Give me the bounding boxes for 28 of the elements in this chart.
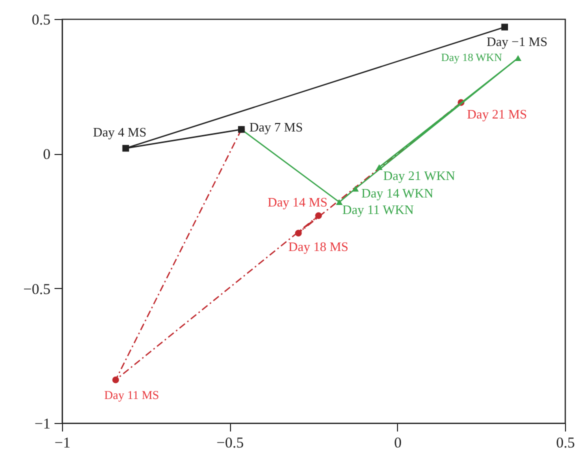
x-tick-label: 0.5: [556, 436, 575, 452]
y-tick-label: 0: [43, 147, 50, 164]
y-tick-label: −1: [34, 416, 50, 432]
annotation: Day 14 WKN: [361, 186, 434, 201]
annotation: Day 18 MS: [288, 239, 348, 254]
annotation: Day 21 MS: [467, 106, 527, 122]
point: [352, 186, 359, 192]
annotation: Day 4 MS: [92, 124, 146, 140]
annotation: Day 11 WKN: [342, 202, 414, 218]
point: [112, 376, 120, 384]
point: [122, 144, 130, 152]
point: [295, 230, 302, 236]
x-tick-label: −0.5: [216, 436, 244, 452]
annotation: Day 11 MS: [104, 388, 160, 402]
point: [501, 24, 508, 30]
point: [315, 212, 322, 219]
x-tick-label: −1: [54, 436, 70, 452]
y-tick-label: 0.5: [32, 12, 50, 28]
annotation: Day 14 MS: [268, 194, 328, 210]
point: [376, 164, 383, 170]
y-tick-label: −0.5: [23, 282, 50, 298]
point: [514, 55, 522, 61]
annotation: Day −1 MS: [486, 34, 548, 50]
annotation: Day 21 WKN: [383, 168, 456, 184]
point: [336, 199, 343, 206]
x-tick-label: 0: [394, 436, 402, 452]
annotation: Day 7 MS: [249, 119, 303, 134]
annotation: Day 18 WKN: [441, 52, 502, 64]
